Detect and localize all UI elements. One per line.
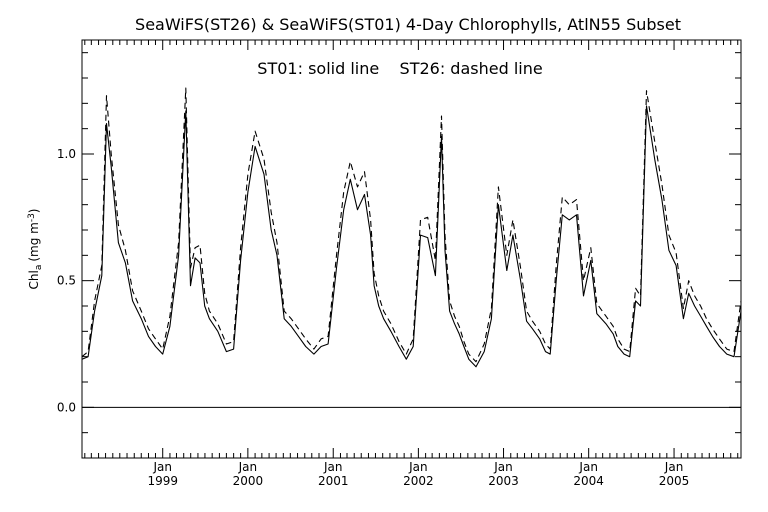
series-line-st26 bbox=[81, 87, 742, 363]
y-axis-label-main: Chl bbox=[27, 270, 41, 289]
y-tick-label: 1.0 bbox=[57, 147, 76, 161]
x-tick-label-month: Jan bbox=[238, 460, 258, 474]
axes: 0.00.51.0Jan1999Jan2000Jan2001Jan2002Jan… bbox=[57, 40, 741, 488]
series-line-st01 bbox=[81, 105, 742, 368]
x-tick-label-month: Jan bbox=[408, 460, 428, 474]
x-tick-label-year: 1999 bbox=[147, 474, 178, 488]
legend-annotation: ST01: solid line ST26: dashed line bbox=[257, 59, 542, 78]
y-axis-label: Chla (mg m-3) bbox=[27, 208, 44, 289]
x-tick-label-month: Jan bbox=[323, 460, 343, 474]
y-axis-label-unit: (mg m bbox=[27, 222, 41, 262]
x-tick-label-year: 2002 bbox=[403, 474, 434, 488]
x-tick-label-year: 2000 bbox=[233, 474, 264, 488]
y-axis-label-sup: -3 bbox=[27, 213, 37, 222]
y-axis-label-sub: a bbox=[34, 265, 44, 271]
y-tick-label: 0.5 bbox=[57, 274, 76, 288]
x-tick-label-year: 2004 bbox=[573, 474, 604, 488]
x-tick-label-year: 2001 bbox=[318, 474, 349, 488]
series-layer bbox=[81, 87, 742, 368]
y-axis-label-close: ) bbox=[27, 208, 41, 213]
x-tick-label-month: Jan bbox=[152, 460, 172, 474]
x-tick-label-month: Jan bbox=[493, 460, 513, 474]
x-tick-label-year: 2005 bbox=[659, 474, 690, 488]
y-tick-label: 0.0 bbox=[57, 400, 76, 414]
x-tick-label-month: Jan bbox=[578, 460, 598, 474]
x-tick-label-month: Jan bbox=[664, 460, 684, 474]
x-tick-label-year: 2003 bbox=[488, 474, 519, 488]
chart-title: SeaWiFS(ST26) & SeaWiFS(ST01) 4-Day Chlo… bbox=[135, 15, 681, 34]
